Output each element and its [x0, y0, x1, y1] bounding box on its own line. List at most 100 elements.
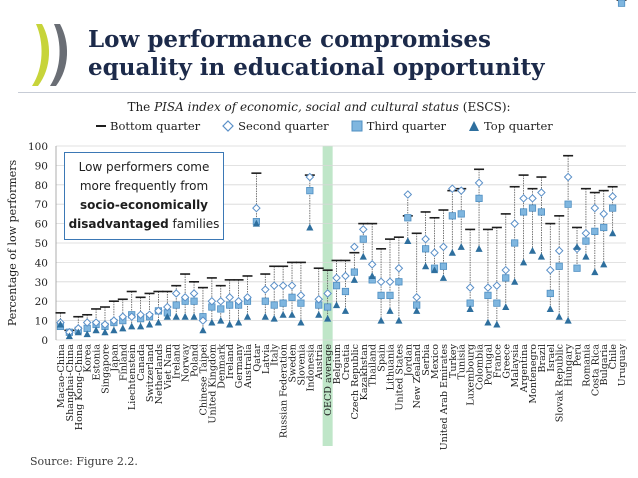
x-tick-label: Israel: [546, 344, 557, 372]
third-quarter-mark: [537, 208, 545, 216]
x-tick-label: Slovenia: [296, 344, 307, 386]
second-quarter-mark: [163, 302, 172, 312]
second-quarter-mark: [412, 293, 422, 302]
second-quarter-mark: [180, 293, 190, 302]
x-tick-label: Lithuania: [385, 344, 396, 391]
top-quarter-mark: [297, 318, 305, 326]
x-tick-label: Colombia: [475, 344, 486, 390]
legend-label-second: Second quarter: [238, 119, 329, 133]
x-tick-label: Russian Federation: [279, 344, 290, 438]
x-tick-label: Spain: [377, 344, 388, 372]
top-quarter-mark: [395, 316, 403, 324]
x-tick-label: Viet Nam: [163, 344, 174, 391]
y-tick-label-60: 60: [35, 219, 48, 231]
top-quarter-mark: [217, 316, 225, 324]
y-tick-label-70: 70: [35, 199, 48, 211]
third-quarter-mark: [404, 214, 412, 222]
chart-title-suffix: (ESCS):: [458, 100, 511, 114]
third-quarter-mark: [226, 301, 234, 309]
second-quarter-mark: [269, 281, 279, 290]
second-quarter-mark: [385, 277, 395, 287]
third-quarter-mark: [306, 187, 314, 195]
oecd-logo-icon: [32, 24, 68, 86]
x-tick-label: Austria: [314, 344, 325, 381]
top-quarter-mark: [145, 320, 154, 328]
x-tick-label: Indonesia: [305, 344, 316, 392]
top-quarter-mark: [386, 307, 394, 314]
top-quarter-mark: [430, 266, 439, 274]
x-tick-label: Qatar: [252, 344, 263, 372]
second-quarter-mark: [537, 188, 546, 197]
third-quarter-mark: [217, 305, 225, 313]
y-axis-label: Percentage of low performers: [6, 159, 19, 326]
page-title: Low performance compromises equality in …: [88, 26, 628, 82]
second-quarter-mark: [563, 172, 573, 182]
legend-item-top: Top quarter: [468, 119, 553, 133]
second-quarter-mark: [252, 203, 261, 213]
x-tick-label: Jordan: [403, 344, 414, 377]
second-quarter-mark: [448, 184, 457, 193]
third-quarter-mark: [261, 297, 269, 305]
third-quarter-mark: [617, 0, 626, 7]
x-tick-label: Australia: [243, 344, 254, 389]
y-tick-label-0: 0: [41, 335, 48, 347]
third-quarter-mark: [288, 293, 296, 301]
top-quarter-mark: [83, 330, 91, 338]
second-quarter-mark: [590, 203, 600, 213]
top-quarter-mark: [56, 320, 65, 328]
second-quarter-mark: [260, 285, 270, 294]
x-tick-label: Slovak Republic: [555, 344, 566, 422]
third-quarter-mark: [297, 299, 305, 307]
x-tick-label: Japan: [109, 344, 120, 373]
x-tick-label: Costa Rica: [590, 344, 601, 396]
y-tick-label-20: 20: [35, 296, 48, 308]
x-tick-label: Uruguay: [617, 343, 628, 386]
second-quarter-mark: [314, 294, 324, 304]
top-quarter-mark: [306, 223, 314, 231]
top-quarter-mark: [422, 262, 430, 270]
x-tick-label: Peru: [573, 344, 584, 366]
source-note: Source: Figure 2.2.: [30, 455, 138, 468]
x-tick-label: Hong Kong-China: [74, 344, 85, 431]
top-quarter-mark: [600, 260, 608, 268]
y-tick-label-80: 80: [35, 180, 48, 192]
y-tick-label-10: 10: [35, 316, 48, 328]
top-quarter-mark: [288, 310, 296, 318]
second-quarter-mark: [287, 281, 297, 290]
second-quarter-mark: [439, 242, 448, 252]
top-quarter-mark: [457, 243, 465, 250]
top-quarter-mark: [475, 245, 483, 252]
top-quarter-mark: [208, 318, 216, 326]
third-quarter-mark: [600, 223, 608, 232]
top-quarter-mark: [279, 310, 287, 318]
y-tick-label-30: 30: [35, 277, 48, 289]
second-quarter-mark: [127, 312, 137, 322]
second-quarter-mark: [492, 281, 502, 290]
x-tick-label: Chinese Taipei: [198, 344, 209, 415]
legend-item-third: Third quarter: [351, 119, 446, 133]
top-quarter-mark: [359, 252, 367, 260]
third-quarter-mark: [386, 291, 394, 299]
third-quarter-mark: [172, 301, 180, 309]
callout-line-3: socio-economically: [80, 198, 208, 212]
third-quarter-mark: [448, 212, 456, 220]
top-quarter-mark: [591, 268, 599, 276]
x-tick-label: Ireland: [172, 344, 183, 379]
top-quarter-mark: [226, 320, 234, 328]
x-tick-label: France: [492, 344, 503, 379]
top-quarter-mark: [573, 243, 581, 250]
callout-line-2: more frequently from: [79, 179, 209, 193]
third-quarter-mark: [457, 210, 465, 218]
top-quarter-mark: [564, 316, 572, 324]
x-tick-label: Montenegro: [528, 344, 539, 404]
top-quarter-mark: [404, 237, 412, 245]
legend-label-bottom: Bottom quarter: [110, 119, 201, 133]
x-tick-label: New Zealand: [412, 344, 423, 409]
x-tick-label: Romania: [581, 344, 592, 387]
x-tick-label: Singapore: [100, 344, 111, 394]
legend-item-second: Second quarter: [222, 119, 329, 133]
third-quarter-mark: [564, 200, 572, 208]
second-quarter-mark: [350, 242, 359, 252]
x-tick-label: United Arab Emirates: [439, 344, 450, 450]
